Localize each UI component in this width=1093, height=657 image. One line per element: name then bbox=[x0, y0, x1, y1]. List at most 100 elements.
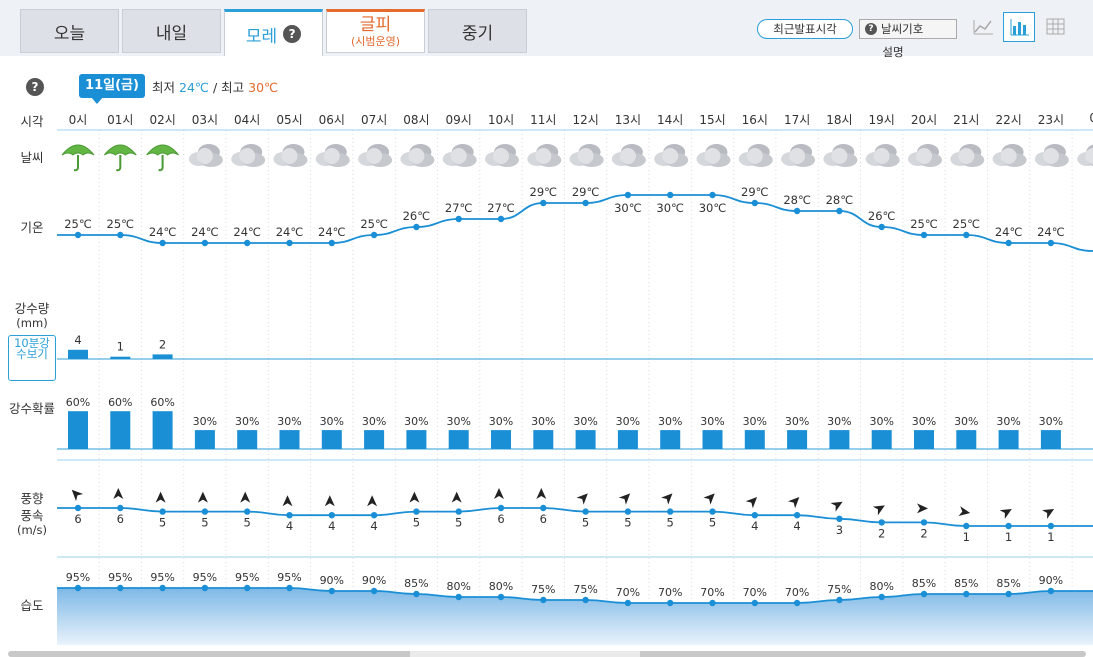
humidity-label: 85% bbox=[996, 577, 1020, 590]
prob-bar bbox=[1040, 430, 1061, 449]
temp-label: 25℃ bbox=[910, 217, 938, 231]
hour-label: 17시 bbox=[783, 113, 811, 127]
temp-point bbox=[793, 207, 801, 215]
prob-label: 30% bbox=[996, 415, 1020, 428]
weather-symbol-button[interactable]: ? 날씨기호 bbox=[859, 19, 957, 39]
temp-label: 26℃ bbox=[868, 209, 896, 223]
temp-point bbox=[582, 199, 589, 207]
wind-arrow-icon bbox=[788, 496, 800, 509]
hour-label: 12시 bbox=[572, 113, 599, 127]
cloud-icon bbox=[950, 144, 985, 167]
wind-speed-label: 5 bbox=[244, 516, 251, 530]
arrow-head bbox=[999, 509, 1012, 519]
prob-bar bbox=[406, 430, 427, 449]
bar-view-button[interactable] bbox=[1003, 12, 1035, 42]
temp-point bbox=[244, 239, 251, 247]
cloud-icon bbox=[654, 144, 689, 167]
cloud-icon bbox=[527, 144, 562, 167]
bar-chart-icon bbox=[1010, 19, 1029, 36]
umbrella-canopy bbox=[146, 144, 179, 156]
temp-label: 27℃ bbox=[487, 201, 515, 215]
humidity-point bbox=[878, 593, 885, 601]
recent-release-button[interactable]: 최근발표시각 bbox=[757, 19, 853, 39]
row-label-temp: 기온 bbox=[20, 220, 44, 235]
line-view-button[interactable] bbox=[968, 12, 1000, 42]
chart-help-icon[interactable]: ? bbox=[26, 78, 44, 96]
cloud-icon bbox=[992, 144, 1027, 167]
scrollbar-thumb[interactable] bbox=[410, 651, 640, 657]
prob-label: 30% bbox=[489, 415, 513, 428]
precip-label: 4 bbox=[74, 333, 81, 347]
humidity-label: 95% bbox=[277, 571, 301, 584]
cloud-top bbox=[535, 148, 552, 164]
arrow-head bbox=[71, 489, 84, 502]
tab-day-after-tomorrow[interactable]: 모레 ? bbox=[224, 9, 323, 56]
prob-label: 30% bbox=[616, 415, 640, 428]
temp-point bbox=[963, 231, 970, 239]
tab-tomorrow[interactable]: 내일 bbox=[122, 9, 221, 53]
temp-line bbox=[57, 194, 1093, 252]
wind-point bbox=[244, 508, 251, 515]
humidity-point bbox=[1047, 587, 1055, 595]
wind-point bbox=[74, 504, 82, 512]
cloud-icon bbox=[231, 144, 266, 167]
tab-midterm[interactable]: 중기 bbox=[428, 9, 527, 53]
weather-symbol-sub: 설명 bbox=[882, 45, 904, 59]
wind-arrow-icon bbox=[409, 491, 420, 503]
minmax-sep: / bbox=[212, 80, 218, 95]
prob-bar bbox=[871, 430, 892, 449]
temp-label: 27℃ bbox=[445, 201, 473, 215]
humidity-label: 70% bbox=[743, 586, 767, 599]
prob-label: 30% bbox=[362, 415, 386, 428]
humidity-point bbox=[413, 590, 420, 598]
wind-speed-label: 6 bbox=[117, 512, 124, 526]
wind-point bbox=[159, 508, 166, 515]
min-max-temp: 최저 24℃ / 최고 30℃ bbox=[152, 77, 278, 96]
cloud-top bbox=[493, 148, 509, 164]
humidity-point bbox=[159, 584, 166, 592]
temp-point bbox=[540, 199, 547, 207]
hour-label: 01시 bbox=[107, 113, 134, 127]
wind-speed-label: 1 bbox=[1047, 530, 1054, 544]
precip-bar bbox=[152, 354, 173, 359]
hour-label: 13시 bbox=[614, 113, 642, 127]
humidity-point bbox=[709, 599, 716, 607]
ten-minute-precip-button[interactable]: 10분강수보기 bbox=[8, 335, 56, 381]
max-label: 최고 bbox=[221, 80, 245, 95]
tab-three-days-sub: (시범운영) bbox=[350, 35, 401, 49]
humidity-label: 75% bbox=[531, 583, 555, 596]
wind-arrow-icon bbox=[113, 488, 124, 499]
wind-arrow-icon bbox=[576, 493, 588, 505]
wind-point bbox=[878, 519, 885, 526]
humidity-point bbox=[667, 599, 674, 607]
wind-arrow-icon bbox=[367, 495, 378, 507]
wind-point bbox=[624, 508, 632, 515]
hour-label: 11시 bbox=[530, 113, 557, 127]
wind-arrow-icon bbox=[618, 493, 631, 505]
recent-release-label: 최근발표시각 bbox=[773, 22, 837, 36]
arrow-head bbox=[1042, 509, 1055, 519]
temp-label: 24℃ bbox=[191, 225, 219, 239]
hour-label: 23시 bbox=[1037, 113, 1065, 127]
cloud-top bbox=[619, 148, 636, 164]
prob-label: 60% bbox=[66, 396, 90, 409]
cloud-icon bbox=[738, 144, 773, 167]
humidity-label: 95% bbox=[150, 571, 174, 584]
tab-three-days[interactable]: 글피 (시범운영) bbox=[326, 9, 425, 53]
table-view-button[interactable] bbox=[1040, 12, 1072, 42]
temp-point bbox=[1005, 239, 1012, 247]
wind-arrow-icon bbox=[703, 493, 715, 505]
cloud-top bbox=[704, 148, 721, 164]
temp-label: 24℃ bbox=[1037, 225, 1065, 239]
row-label-time: 시각 bbox=[20, 114, 44, 129]
tab-today[interactable]: 오늘 bbox=[20, 9, 119, 53]
help-icon[interactable]: ? bbox=[283, 25, 302, 43]
cloud-top bbox=[746, 148, 763, 164]
humidity-point bbox=[117, 584, 124, 592]
wind-arrow-icon bbox=[958, 506, 971, 517]
prob-label: 30% bbox=[320, 415, 344, 428]
cloud-top bbox=[239, 148, 256, 164]
wind-point bbox=[117, 504, 124, 512]
wind-speed-label: 5 bbox=[159, 516, 166, 530]
humidity-point bbox=[920, 590, 928, 598]
